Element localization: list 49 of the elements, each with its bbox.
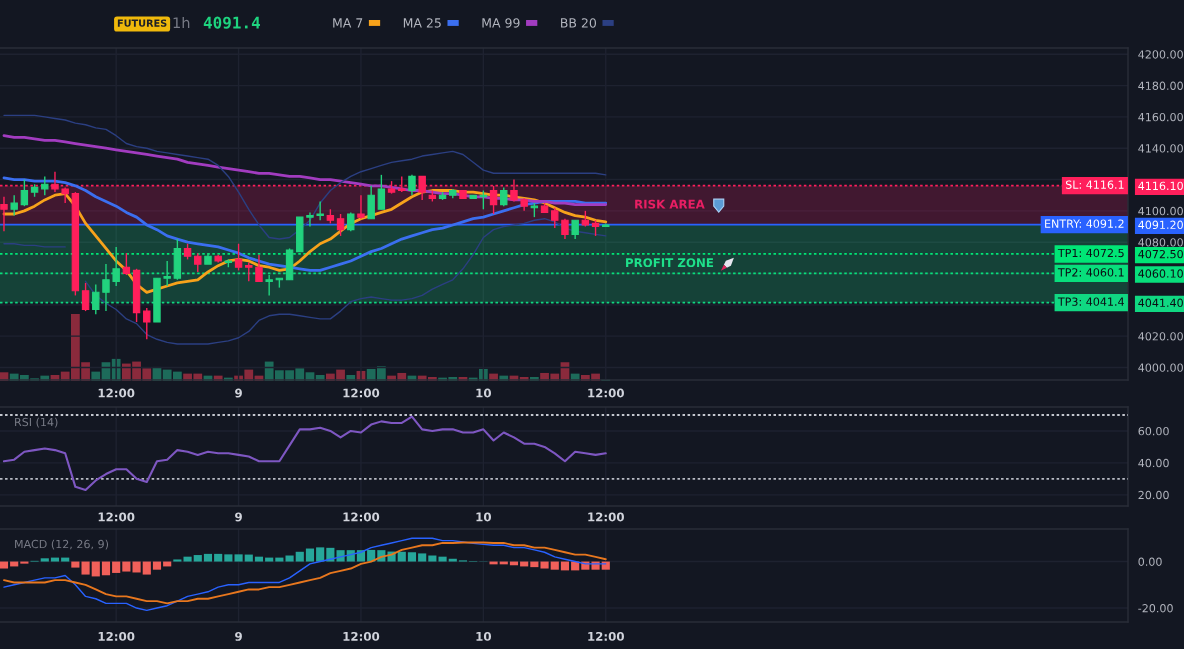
text: 1h [173, 16, 190, 29]
text: MACD (12, 26, 9) [15, 539, 109, 550]
x-tick-label: 12:00 [98, 631, 135, 641]
x-tick-label: 12:00 [343, 512, 380, 522]
y-tick-label: 4160.00 [1138, 112, 1183, 122]
legend-label: MA 99 [482, 18, 520, 28]
legend-label: MA 7 [333, 18, 363, 28]
ref-line-label: SL: 4116.1 [1065, 180, 1124, 189]
y-tick-label: 4041.40 [1138, 298, 1183, 308]
x-tick-label: 12:00 [343, 631, 380, 641]
x-tick-label: 10 [476, 512, 492, 522]
y-tick-label: 4180.00 [1138, 81, 1183, 90]
x-tick-label: 12:00 [343, 388, 380, 398]
y-tick-label: 4200.00 [1138, 50, 1183, 59]
x-tick-label: 9 [235, 388, 242, 398]
ref-line-label: TP2: 4060.1 [1057, 268, 1124, 277]
y-tick-label: 4140.00 [1138, 144, 1183, 153]
x-tick-label: 9 [235, 512, 242, 522]
y-tick-label: 4100.00 [1138, 206, 1183, 216]
x-tick-label: 12:00 [588, 631, 624, 641]
text: FUTURES [117, 19, 167, 27]
legend-label: MA 25 [403, 18, 441, 28]
y-tick-label: 40.00 [1138, 458, 1169, 468]
y-tick-label: 4080.00 [1138, 238, 1183, 247]
y-tick-label: -20.00 [1138, 604, 1173, 613]
x-tick-label: 12:00 [588, 388, 624, 398]
x-tick-label: 10 [476, 388, 492, 398]
text: RSI (14) [15, 417, 58, 428]
x-tick-label: 12:00 [98, 388, 135, 398]
x-tick-label: 9 [235, 631, 242, 641]
y-tick-label: 4116.10 [1138, 181, 1183, 191]
band-label: PROFIT ZONE [626, 258, 714, 268]
ref-line-label: TP3: 4041.4 [1057, 297, 1124, 306]
y-tick-label: 4020.00 [1138, 332, 1183, 341]
y-tick-label: 4000.00 [1138, 363, 1183, 372]
ref-line-label: ENTRY: 4091.2 [1045, 219, 1124, 228]
y-tick-label: 4072.50 [1138, 249, 1183, 259]
y-tick-label: 20.00 [1138, 490, 1169, 500]
band-label: RISK AREA [635, 199, 705, 209]
x-tick-label: 10 [476, 631, 492, 641]
y-tick-label: 60.00 [1138, 426, 1169, 436]
x-tick-label: 12:00 [98, 512, 135, 522]
y-tick-label: 4060.10 [1138, 269, 1183, 278]
legend-label: BB 20 [561, 18, 597, 28]
x-tick-label: 12:00 [588, 512, 624, 522]
y-tick-label: 0.00 [1138, 557, 1162, 566]
y-tick-label: 4091.20 [1138, 220, 1183, 230]
ref-line-label: TP1: 4072.5 [1057, 248, 1124, 258]
text: 4091.4 [203, 16, 260, 29]
